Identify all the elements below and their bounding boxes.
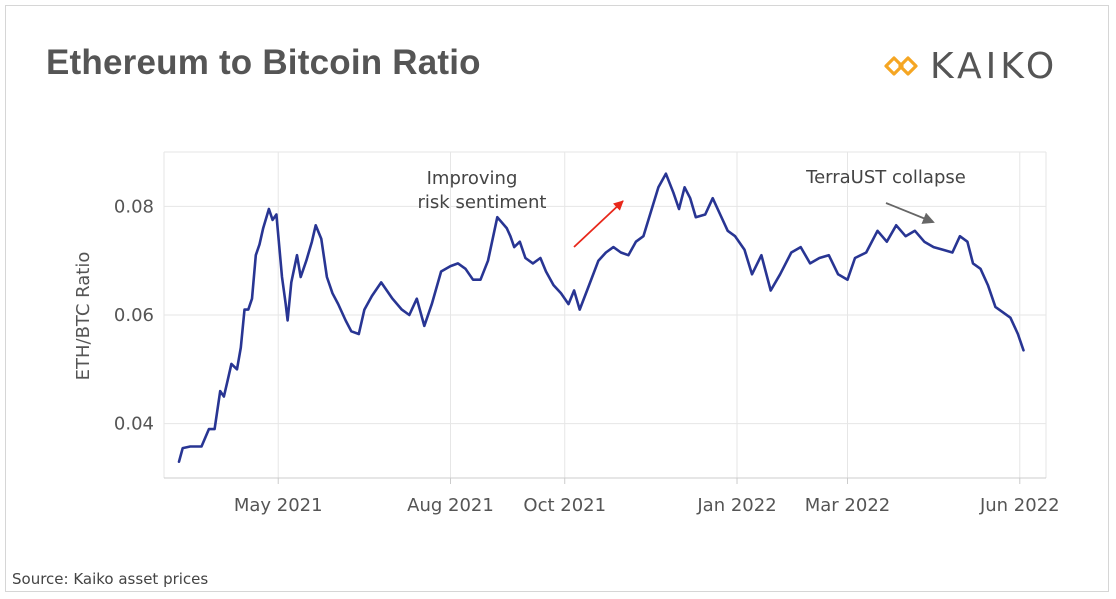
axes bbox=[163, 151, 1047, 484]
y-tick-label: 0.04 bbox=[114, 414, 154, 435]
x-tick-label: Mar 2022 bbox=[805, 495, 891, 516]
y-tick-labels: 0.04 0.06 0.08 bbox=[114, 196, 154, 434]
kaiko-logo: KAIKO bbox=[884, 45, 1059, 87]
x-tick-label: Oct 2021 bbox=[523, 495, 606, 516]
x-tick-label: Jun 2022 bbox=[979, 495, 1060, 516]
source-note: Source: Kaiko asset prices bbox=[12, 570, 209, 588]
x-tick-label: Jan 2022 bbox=[696, 495, 776, 516]
annotation-improving-arrow bbox=[573, 200, 624, 248]
series-line-eth-btc bbox=[177, 172, 1025, 463]
annotation-improving-line1: Improving bbox=[427, 168, 518, 189]
annotation-terra-arrow bbox=[885, 202, 935, 224]
logo-text: KAIKO bbox=[930, 45, 1059, 87]
annotation-improving-line2: risk sentiment bbox=[418, 192, 547, 213]
annotation-terra-text: TerraUST collapse bbox=[805, 167, 966, 188]
x-tick-labels: May 2021 Aug 2021 Oct 2021 Jan 2022 Mar 2022… bbox=[234, 495, 1060, 516]
y-tick-label: 0.08 bbox=[114, 196, 154, 217]
kaiko-diamond-icon bbox=[884, 56, 918, 76]
x-tick-label: May 2021 bbox=[234, 495, 323, 516]
annotations: Improving risk sentiment TerraUST collap… bbox=[418, 167, 966, 248]
y-axis-title: ETH/BTC Ratio bbox=[73, 252, 94, 381]
x-tick-label: Aug 2021 bbox=[407, 495, 494, 516]
page-title: Ethereum to Bitcoin Ratio bbox=[46, 43, 481, 82]
y-tick-label: 0.06 bbox=[114, 305, 154, 326]
chart-frame bbox=[5, 5, 1109, 592]
grid-lines bbox=[164, 152, 1046, 478]
